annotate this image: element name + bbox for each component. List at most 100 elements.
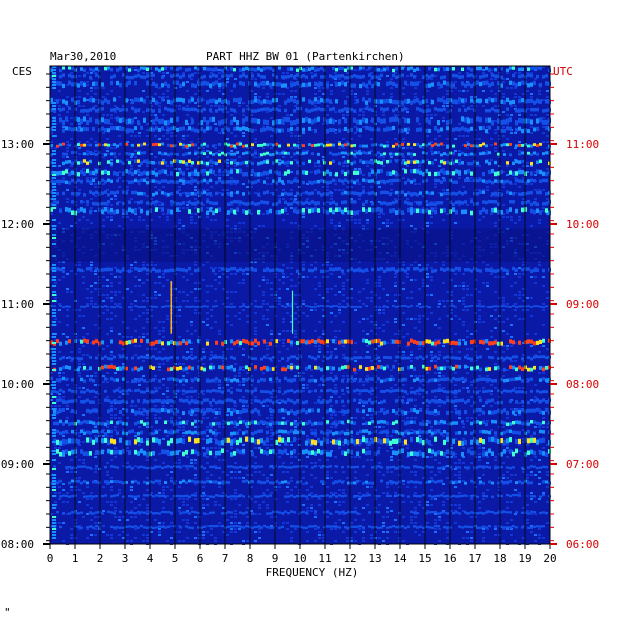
spectrogram-band-cell — [380, 68, 383, 73]
spectrogram-cell — [242, 309, 245, 311]
spectrogram-band-cell — [146, 67, 149, 71]
spectrogram-band-cell — [197, 98, 200, 103]
spectrogram-cell — [78, 75, 81, 77]
spectrogram-cell — [194, 537, 197, 539]
spectrogram-cell — [186, 498, 189, 500]
spectrogram-cell — [242, 405, 245, 407]
spectrogram-band-cell — [416, 98, 419, 103]
spectrogram-band-cell — [119, 108, 122, 113]
spectrogram-cell — [542, 66, 545, 68]
spectrogram-cell — [214, 354, 217, 356]
spectrogram-band-cell — [527, 73, 530, 77]
spectrogram-cell — [146, 387, 149, 389]
spectrogram-cell — [250, 147, 253, 149]
spectrogram-cell — [334, 78, 337, 80]
spectrogram-band-cell — [443, 80, 446, 85]
spectrogram-cell — [454, 333, 457, 335]
spectrogram-cell — [454, 504, 457, 506]
spectrogram-cell — [478, 501, 481, 503]
spectrogram-cell — [410, 471, 413, 473]
spectrogram-cell — [530, 492, 533, 494]
spectrogram-cell — [514, 414, 517, 416]
spectrogram-cell — [506, 348, 509, 350]
spectrogram-cell — [266, 357, 269, 359]
spectrogram-cell — [522, 507, 525, 509]
spectrogram-cell — [290, 378, 293, 380]
spectrogram-cell — [234, 78, 237, 80]
spectrogram-cell — [362, 357, 365, 359]
spectrogram-cell — [250, 186, 253, 188]
spectrogram-cell — [222, 387, 225, 389]
spectrogram-cell — [238, 222, 241, 224]
spectrogram-band-cell — [491, 107, 494, 111]
spectrogram-cell — [434, 261, 437, 263]
spectrogram-band-cell — [200, 109, 203, 113]
spectrogram-cell — [254, 540, 257, 542]
spectrogram-cell — [422, 285, 425, 287]
spectrogram-cell — [146, 534, 149, 536]
spectrogram-cell — [154, 264, 157, 266]
spectrogram-cell — [218, 384, 221, 386]
spectrogram-cell — [238, 312, 241, 314]
spectrogram-cell — [226, 159, 229, 161]
spectrogram-cell — [362, 111, 365, 113]
spectrogram-band-cell — [314, 97, 317, 102]
spectrogram-cell — [146, 129, 149, 131]
spectrogram-cell — [310, 507, 313, 509]
spectrogram-cell — [330, 351, 333, 353]
spectrogram-cell — [522, 387, 525, 389]
spectrogram-cell — [538, 483, 541, 485]
spectrogram-cell — [386, 444, 389, 446]
spectrogram-cell — [90, 96, 93, 98]
spectrogram-cell — [310, 171, 313, 173]
spectrogram-band-cell — [296, 73, 299, 77]
spectrogram-band-cell — [194, 107, 197, 112]
spectrogram-cell — [158, 96, 161, 98]
spectrogram-cell — [214, 279, 217, 281]
spectrogram-cell — [126, 381, 129, 383]
spectrogram-cell — [362, 417, 365, 419]
spectrogram-cell — [286, 72, 289, 74]
spectrogram-cell — [482, 450, 485, 452]
spectrogram-cell — [514, 105, 517, 107]
spectrogram-band-cell — [221, 82, 224, 87]
spectrogram-cell — [502, 351, 505, 353]
spectrogram-cell — [138, 279, 141, 281]
spectrogram-cell — [342, 345, 345, 347]
spectrogram-cell — [58, 261, 61, 263]
spectrogram-cell — [358, 198, 361, 200]
spectrogram-cell — [514, 360, 517, 362]
spectrogram-cell — [122, 216, 125, 218]
spectrogram-cell — [382, 114, 385, 116]
spectrogram-cell — [294, 318, 297, 320]
spectrogram-cell — [106, 147, 109, 149]
spectrogram-cell — [430, 435, 433, 437]
spectrogram-cell — [86, 513, 89, 515]
spectrogram-cell — [234, 426, 237, 428]
spectrogram-cell — [210, 159, 213, 161]
spectrogram-cell — [118, 225, 121, 227]
spectrogram-cell — [118, 417, 121, 419]
spectrogram-cell — [194, 198, 197, 200]
spectrogram-cell — [394, 531, 397, 533]
spectrogram-cell — [426, 408, 429, 410]
spectrogram-cell — [226, 165, 229, 167]
spectrogram-cell — [194, 282, 197, 284]
spectrogram-cell — [118, 396, 121, 398]
spectrogram-band-cell — [377, 99, 380, 104]
spectrogram-cell — [78, 126, 81, 128]
spectrogram-band-cell — [425, 73, 428, 78]
spectrogram-cell — [334, 330, 337, 332]
spectrogram-cell — [526, 108, 529, 110]
spectrogram-cell — [350, 540, 353, 542]
spectrogram-cell — [62, 450, 65, 452]
spectrogram-cell — [54, 282, 57, 284]
spectrogram-band-cell — [212, 81, 215, 87]
spectrogram-cell — [514, 489, 517, 491]
spectrogram-cell — [538, 537, 541, 539]
spectrogram-cell — [342, 510, 345, 512]
spectrogram-cell — [394, 282, 397, 284]
spectrogram-cell — [310, 72, 313, 74]
spectrogram-cell — [442, 501, 445, 503]
spectrogram-band-cell — [428, 83, 431, 88]
